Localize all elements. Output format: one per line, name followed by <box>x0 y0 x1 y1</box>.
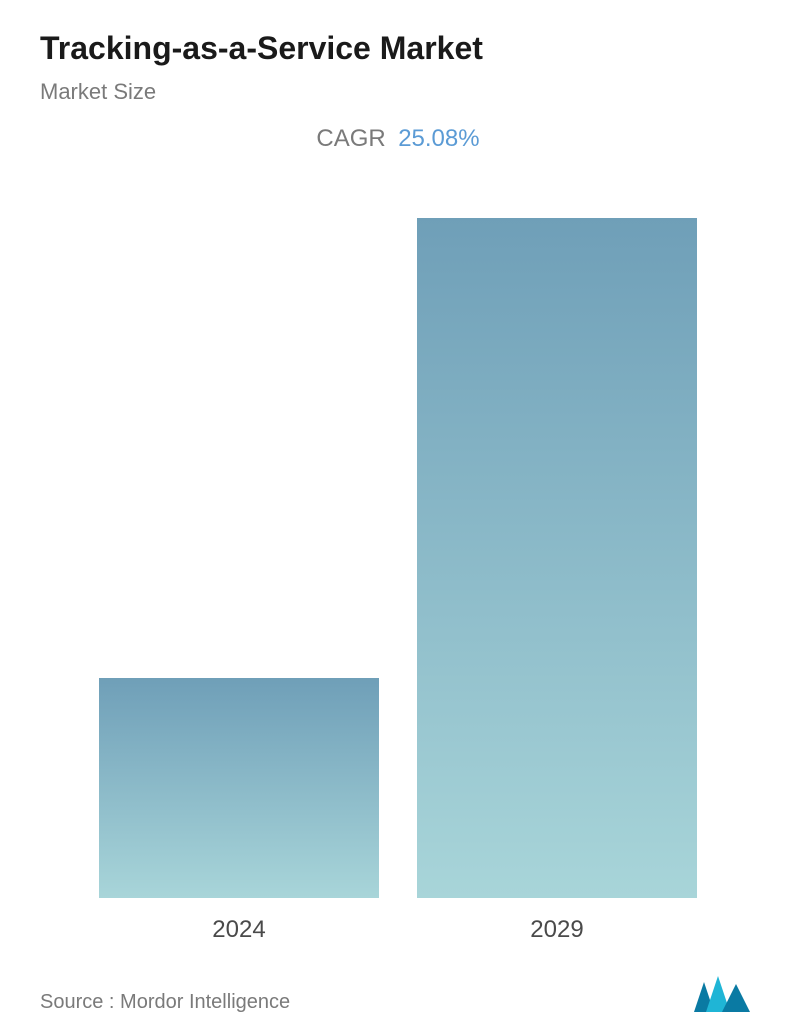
x-label-1: 2029 <box>417 916 697 944</box>
chart-footer: Source : Mordor Intelligence <box>40 944 756 1014</box>
x-axis-labels: 2024 2029 <box>40 898 756 944</box>
bar-2024 <box>99 678 379 898</box>
chart-subtitle: Market Size <box>40 79 756 105</box>
x-label-0: 2024 <box>99 916 379 944</box>
cagr-label: CAGR <box>316 125 385 152</box>
chart-container: Tracking-as-a-Service Market Market Size… <box>0 0 796 1034</box>
bar-wrapper-1 <box>417 218 697 898</box>
mordor-logo-icon <box>692 974 756 1014</box>
chart-plot-area <box>40 183 756 898</box>
bar-2029 <box>417 218 697 898</box>
bar-wrapper-0 <box>99 678 379 898</box>
source-attribution: Source : Mordor Intelligence <box>40 991 290 1014</box>
cagr-row: CAGR 25.08% <box>40 125 756 153</box>
cagr-value: 25.08% <box>398 125 479 152</box>
chart-title: Tracking-as-a-Service Market <box>40 30 756 67</box>
